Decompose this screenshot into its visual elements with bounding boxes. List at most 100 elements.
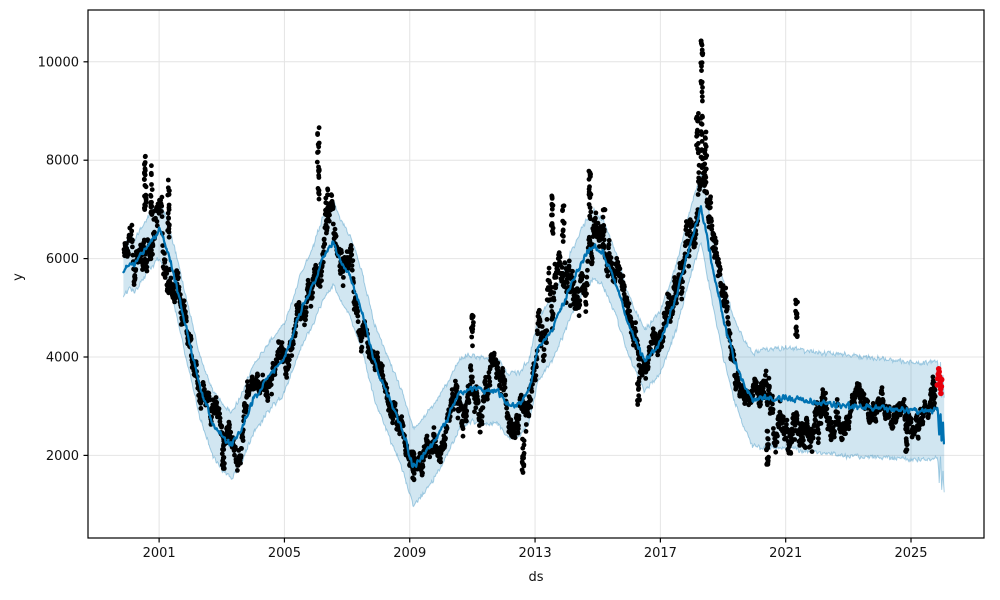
observation-dot [314, 159, 320, 165]
observation-dot [709, 218, 714, 224]
observation-dot [553, 274, 559, 280]
observation-dot [129, 228, 135, 234]
observation-dot [220, 447, 225, 452]
observation-dot [349, 267, 355, 273]
observation-dot [763, 368, 769, 374]
observation-dot [487, 382, 493, 388]
observation-dot [702, 150, 708, 156]
observation-dot [390, 416, 396, 422]
observation-dot [410, 451, 416, 457]
observation-dot [636, 387, 641, 392]
observation-dot [584, 274, 590, 280]
observation-dot [794, 311, 800, 316]
observation-dot [542, 352, 547, 358]
observation-dot [325, 205, 331, 211]
observation-dot [315, 186, 321, 191]
observation-dot [166, 202, 172, 208]
observation-dot [679, 296, 685, 302]
observation-dot [903, 448, 908, 454]
uncertainty-band-fill [123, 172, 945, 507]
observation-dot [815, 440, 821, 446]
observation-dot [550, 231, 556, 236]
observation-dot [700, 52, 705, 58]
observation-dot [125, 250, 131, 256]
observation-dot [703, 136, 708, 141]
observation-dot [321, 236, 327, 242]
observation-dot [694, 142, 699, 148]
observation-dot [930, 378, 936, 384]
observation-dot [792, 437, 798, 442]
observation-dot [411, 471, 417, 476]
observation-dot [479, 421, 485, 427]
x-tick-label: 2009 [393, 546, 426, 561]
observation-dot [491, 350, 497, 356]
observation-dot [704, 190, 710, 196]
observation-dot [879, 385, 885, 390]
observation-dot [303, 305, 309, 310]
observation-dot [754, 379, 759, 385]
y-tick-label: 2000 [46, 449, 79, 464]
observation-dot [213, 395, 219, 400]
observation-dot [698, 121, 704, 126]
observation-dot [468, 367, 474, 373]
observation-dot [523, 429, 529, 434]
observation-dot [289, 345, 295, 351]
observation-dot [546, 270, 552, 276]
observation-dot [466, 400, 472, 405]
observation-dot [547, 280, 553, 286]
observation-dot [774, 439, 780, 445]
observation-dot [709, 223, 715, 229]
observation-dot [713, 246, 718, 252]
observation-dot [793, 332, 798, 337]
observation-dot [521, 450, 527, 456]
observation-dot [794, 315, 799, 321]
observation-dot [698, 38, 704, 44]
observation-dot [502, 378, 508, 384]
observation-dot [560, 207, 565, 213]
observation-dot [183, 309, 188, 315]
observation-dot [528, 397, 533, 402]
observation-dot [329, 193, 335, 199]
observation-dot [149, 209, 155, 215]
observation-dot [303, 317, 308, 323]
y-tick-label: 6000 [46, 252, 79, 267]
observation-dot [699, 68, 704, 73]
observation-dot [637, 397, 642, 402]
observation-dot [164, 271, 170, 276]
observation-dot [432, 433, 437, 438]
observation-dot [880, 391, 885, 397]
observation-dot [679, 285, 685, 291]
recent-actual-dot [938, 376, 945, 383]
observation-dot [128, 232, 134, 238]
observation-dot [549, 222, 554, 228]
observation-dot [392, 401, 398, 406]
observation-dot [570, 268, 575, 274]
observation-dot [142, 162, 147, 167]
observation-dot [541, 358, 546, 364]
observation-dot [243, 409, 249, 415]
observation-dot [325, 211, 330, 217]
observation-dot [703, 142, 708, 148]
observation-dot [880, 398, 886, 404]
observation-dot [424, 433, 430, 439]
observation-dot [708, 200, 714, 206]
x-tick-label: 2005 [268, 546, 301, 561]
observation-dot [160, 243, 166, 249]
observation-dot [175, 270, 181, 276]
observation-dot [526, 413, 532, 419]
observation-dot [319, 269, 325, 274]
observation-dot [142, 171, 147, 177]
observation-dot [699, 42, 705, 48]
observation-dot [219, 423, 225, 429]
observation-dot [149, 247, 154, 253]
observation-dot [536, 307, 542, 313]
observation-dot [316, 125, 322, 131]
observation-dot [544, 317, 550, 322]
observation-dot [232, 452, 237, 458]
observation-dot [584, 282, 590, 288]
observation-dot [541, 347, 547, 352]
observation-dot [582, 287, 588, 292]
observation-dot [464, 408, 470, 414]
observation-dot [220, 455, 226, 461]
observation-dot [836, 415, 842, 421]
